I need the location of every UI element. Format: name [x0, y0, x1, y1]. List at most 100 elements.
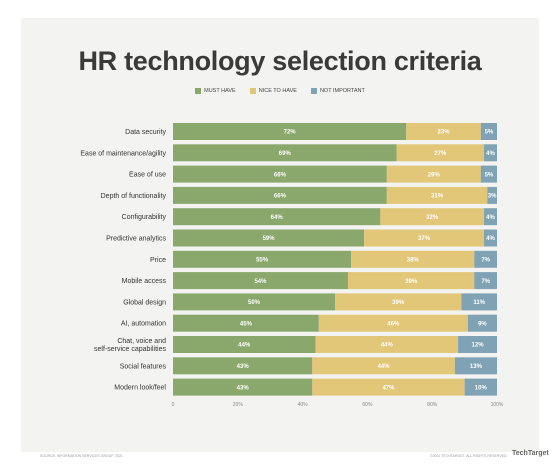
- x-tick-label: 60%: [362, 402, 373, 408]
- data-label: 44%: [381, 343, 394, 349]
- data-label: 45%: [240, 321, 253, 327]
- data-label: 31%: [431, 194, 444, 200]
- x-tick-label: 40%: [298, 402, 309, 408]
- data-label: 44%: [378, 364, 391, 370]
- bar-segment: [347, 272, 475, 290]
- legend-item-must-have: MUST HAVE: [195, 88, 236, 94]
- bar-segment: [487, 186, 497, 204]
- data-label: 7%: [481, 279, 490, 285]
- x-tick-label: 0: [172, 402, 175, 408]
- bar-segment: [173, 123, 407, 140]
- bar-segment: [335, 293, 462, 311]
- data-label: 43%: [237, 385, 250, 391]
- data-label: 27%: [434, 151, 447, 157]
- bar-segment: [312, 357, 455, 375]
- data-label: 5%: [485, 130, 494, 136]
- bar-segment: [484, 229, 497, 247]
- data-label: 23%: [438, 130, 451, 136]
- data-label: 39%: [392, 300, 405, 306]
- data-label: 4%: [486, 151, 495, 157]
- bar-segment: [173, 272, 348, 290]
- legend-item-not-important: NOT IMPORTANT: [310, 88, 365, 94]
- data-label: 59%: [263, 236, 276, 242]
- bar-segment: [454, 357, 497, 375]
- bar-segment: [173, 293, 335, 311]
- data-label: 9%: [478, 321, 487, 327]
- data-label: 38%: [407, 258, 420, 264]
- category-label: Chat, voice and self-service capabilities: [94, 338, 166, 353]
- data-label: 39%: [405, 279, 418, 285]
- data-label: 43%: [237, 364, 250, 370]
- bar-segment: [173, 165, 387, 183]
- data-label: 7%: [481, 258, 490, 264]
- data-label: 69%: [279, 151, 292, 157]
- bar-segment: [458, 336, 497, 353]
- bar-segment: [318, 314, 468, 332]
- brand-logo: TechTarget: [512, 450, 549, 457]
- bar-segment: [386, 165, 481, 183]
- data-label: 13%: [470, 364, 483, 370]
- category-label: Social features: [120, 363, 167, 370]
- bar-segment: [380, 208, 485, 226]
- data-label: 72%: [284, 130, 297, 136]
- bar-segment: [461, 293, 497, 311]
- legend-item-nice-to-have: NICE TO HAVE: [249, 88, 297, 94]
- category-label: Data security: [125, 129, 166, 136]
- data-label: 10%: [475, 385, 488, 391]
- bar-segment: [173, 357, 313, 375]
- data-label: 4%: [486, 215, 495, 221]
- data-label: 55%: [256, 258, 269, 264]
- category-label: Mobile access: [122, 278, 167, 285]
- legend-swatch-nice-to-have: [249, 88, 256, 94]
- bar-segment: [173, 250, 352, 268]
- data-label: 50%: [248, 300, 261, 306]
- category-label: Modern look/feel: [114, 385, 166, 392]
- bar-segment: [396, 144, 485, 162]
- bar-segment: [173, 144, 397, 162]
- data-label: 4%: [486, 236, 495, 242]
- bar-segment: [173, 208, 381, 226]
- legend-label-must-have: MUST HAVE: [204, 88, 236, 94]
- category-label: Ease of maintenance/agility: [80, 150, 166, 157]
- data-label: 66%: [274, 194, 287, 200]
- bar-segment: [467, 314, 497, 332]
- bar-segment: [480, 123, 497, 140]
- bar-segment: [312, 378, 465, 396]
- bar-segment: [364, 229, 485, 247]
- data-label: 64%: [271, 215, 284, 221]
- data-label: 32%: [426, 215, 439, 221]
- x-tick-label: 100%: [491, 402, 504, 408]
- data-label: 46%: [387, 321, 400, 327]
- category-label: Ease of use: [129, 172, 166, 179]
- legend: MUST HAVE NICE TO HAVE NOT IMPORTANT: [21, 88, 539, 94]
- bar-segment: [474, 250, 497, 268]
- legend-label-nice-to-have: NICE TO HAVE: [258, 88, 297, 94]
- bar-segment: [406, 123, 481, 140]
- legend-label-not-important: NOT IMPORTANT: [319, 88, 365, 94]
- bar-segment: [480, 165, 497, 183]
- bar-segment: [173, 378, 313, 396]
- data-label: 37%: [418, 236, 431, 242]
- category-label: Global design: [123, 299, 166, 306]
- x-tick-label: 80%: [427, 402, 438, 408]
- bar-segment: [351, 250, 475, 268]
- data-label: 66%: [274, 172, 287, 178]
- bar-segment: [173, 336, 316, 353]
- data-label: 12%: [472, 343, 485, 349]
- bar-segment: [386, 186, 488, 204]
- data-label: 5%: [485, 172, 494, 178]
- data-label: 3%: [488, 194, 497, 200]
- category-label: Price: [150, 257, 166, 264]
- bar-segment: [464, 378, 497, 396]
- category-label: Depth of functionality: [101, 193, 167, 200]
- bar-segment: [173, 314, 319, 332]
- data-label: 54%: [254, 279, 267, 285]
- category-label: Predictive analytics: [106, 236, 166, 243]
- bar-segment: [484, 144, 497, 162]
- rights-note: ©2021 TECHTARGET. ALL RIGHTS RESERVED.: [430, 454, 508, 458]
- data-label: 47%: [382, 385, 395, 391]
- source-note: SOURCE: INFORMATION SERVICES GROUP, 2021: [40, 454, 123, 458]
- category-label: AI, automation: [121, 321, 166, 328]
- x-tick-label: 20%: [233, 402, 244, 408]
